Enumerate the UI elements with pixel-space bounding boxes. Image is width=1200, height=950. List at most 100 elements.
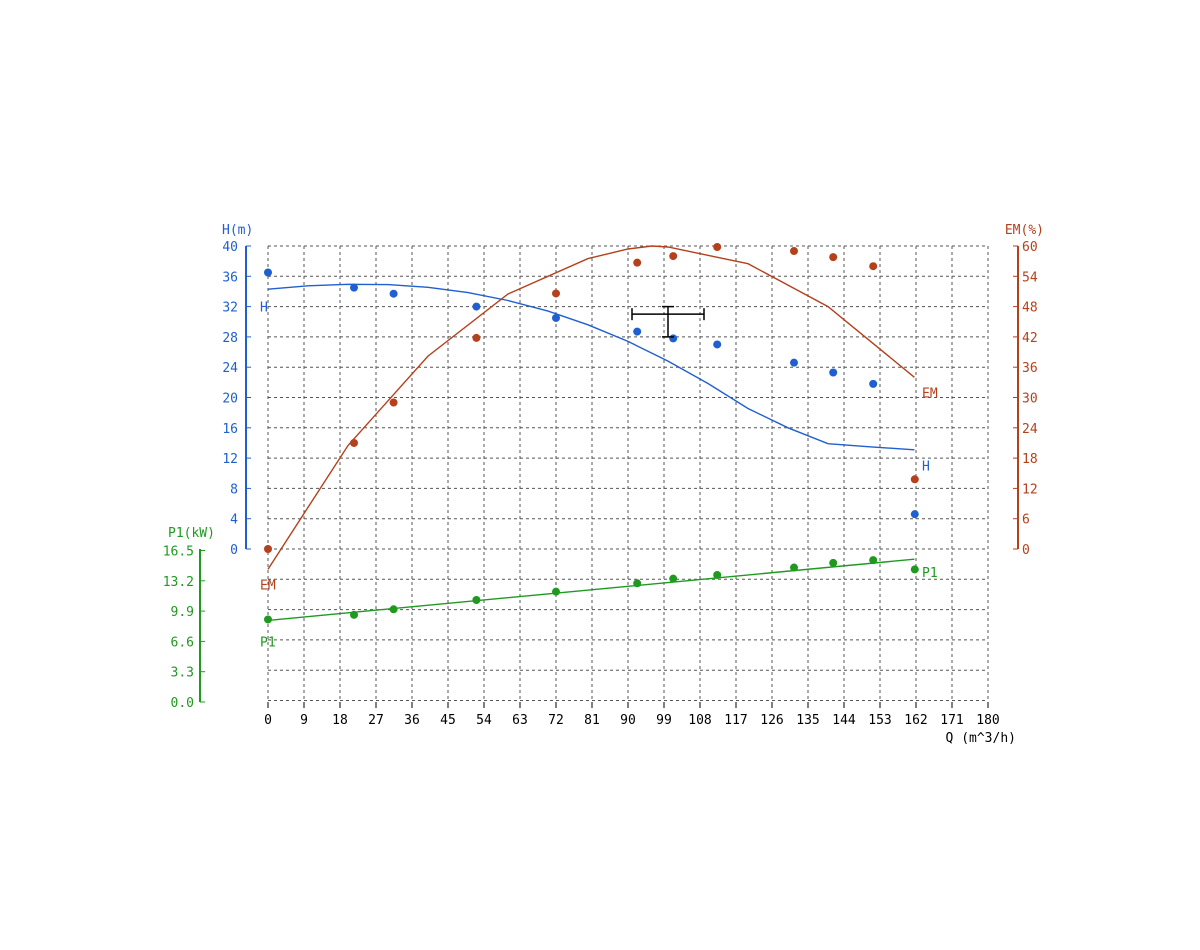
x-tick-label: 36 <box>404 713 420 728</box>
em-data-point <box>389 398 398 407</box>
h-data-point <box>389 289 398 298</box>
p1-data-point <box>552 587 560 596</box>
h-tick-label: 4 <box>230 513 238 528</box>
h-data-point <box>472 302 481 311</box>
em-data-point <box>829 253 838 262</box>
h-curve-label: H <box>260 301 268 316</box>
em-tick-label: 30 <box>1022 392 1038 407</box>
x-axis-label: Q (m^3/h) <box>946 731 1016 746</box>
h-data-point <box>910 510 919 519</box>
em-tick-label: 42 <box>1022 331 1038 346</box>
p1-tick-label: 16.5 <box>163 545 194 560</box>
x-tick-label: 135 <box>796 713 819 728</box>
h-axis-label: H(m) <box>222 223 253 238</box>
curve-labels: H H EM EM P1 P1 <box>260 301 938 651</box>
h-tick-label: 36 <box>222 270 238 285</box>
em-fit-curve <box>267 245 915 570</box>
em-data-point <box>350 438 358 447</box>
em-tick-label: 36 <box>1022 361 1038 376</box>
x-tick-label: 153 <box>868 713 891 728</box>
h-tick-label: 40 <box>222 240 238 255</box>
x-tick-label: 90 <box>620 713 636 728</box>
p1-fit-curve <box>267 558 915 622</box>
p1-tick-label: 3.3 <box>171 666 194 681</box>
h-fit-curve <box>267 283 915 451</box>
em-axis-label: EM(%) <box>1005 223 1044 238</box>
p1-data-point <box>869 556 878 565</box>
x-tick-label: 45 <box>440 713 456 728</box>
x-tick-label: 9 <box>300 713 308 728</box>
em-tick-label: 24 <box>1022 422 1038 437</box>
em-data-point <box>633 258 642 267</box>
em-tick-label: 54 <box>1022 270 1038 285</box>
h-data-point <box>829 368 838 377</box>
h-data-point <box>790 358 798 367</box>
p1-tick-label: 0.0 <box>171 696 194 711</box>
p1-data-point <box>633 579 642 588</box>
x-tick-label: 162 <box>904 713 927 728</box>
p1-data-point <box>790 563 798 572</box>
h-tick-label: 28 <box>222 331 238 346</box>
h-tick-label: 20 <box>222 392 238 407</box>
x-tick-label: 27 <box>368 713 384 728</box>
p1-tick-label: 6.6 <box>171 635 194 650</box>
h-tick-label: 16 <box>222 422 238 437</box>
x-tick-label: 117 <box>724 713 747 728</box>
x-tick-label: 18 <box>332 713 348 728</box>
p1-data-point <box>669 574 678 583</box>
em-data-point <box>910 475 919 484</box>
h-data-point <box>264 268 272 277</box>
em-data-point <box>552 289 560 298</box>
x-tick-label: 171 <box>940 713 963 728</box>
p1-data-point <box>713 570 722 579</box>
h-tick-label: 8 <box>230 482 238 497</box>
em-data-point <box>713 243 722 252</box>
h-tick-label: 24 <box>222 361 238 376</box>
em-tick-label: 18 <box>1022 452 1038 467</box>
p1-data-point <box>264 615 272 624</box>
em-curve-label: EM <box>260 578 276 593</box>
x-tick-label: 180 <box>976 713 999 728</box>
em-tick-label: 48 <box>1022 301 1038 316</box>
h-data-point <box>669 334 678 343</box>
axes: 0 9 18 27 36 45 54 63 72 81 90 99 108 117 126 135 144 153… <box>163 223 1044 746</box>
em-data-point <box>790 247 798 256</box>
em-data-point <box>669 252 678 261</box>
h-data-point <box>633 327 642 336</box>
fit-curves <box>267 245 915 622</box>
grid <box>267 245 989 702</box>
p1-curve-label: P1 <box>922 566 938 581</box>
em-tick-label: 0 <box>1022 543 1030 558</box>
em-data-point <box>264 545 272 553</box>
p1-data-point <box>472 596 481 604</box>
x-tick-label: 126 <box>760 713 783 728</box>
x-tick-label: 108 <box>688 713 711 728</box>
em-curve-label: EM <box>922 386 938 401</box>
h-data-point <box>552 313 560 322</box>
p1-data-point <box>829 558 838 567</box>
em-tick-label: 6 <box>1022 513 1030 528</box>
x-tick-label: 81 <box>584 713 600 728</box>
h-data-point <box>350 283 358 292</box>
h-data-point <box>869 379 878 388</box>
p1-data-point <box>350 610 358 619</box>
h-data-point <box>713 340 722 349</box>
h-curve-label: H <box>922 460 930 475</box>
h-tick-label: 0 <box>230 543 238 558</box>
x-tick-label: 63 <box>512 713 528 728</box>
p1-data-point <box>910 565 919 574</box>
em-data-point <box>869 262 878 271</box>
h-tick-label: 12 <box>222 452 238 467</box>
em-tick-label: 12 <box>1022 482 1038 497</box>
data-points <box>264 243 919 624</box>
em-tick-label: 60 <box>1022 240 1038 255</box>
p1-axis-label: P1(kW) <box>168 526 215 541</box>
x-tick-label: 54 <box>476 713 492 728</box>
p1-curve-label: P1 <box>260 636 276 651</box>
em-data-point <box>472 333 481 342</box>
p1-tick-label: 9.9 <box>171 605 194 620</box>
x-tick-label: 72 <box>548 713 564 728</box>
p1-data-point <box>389 605 398 614</box>
operating-point-marker <box>631 305 705 338</box>
